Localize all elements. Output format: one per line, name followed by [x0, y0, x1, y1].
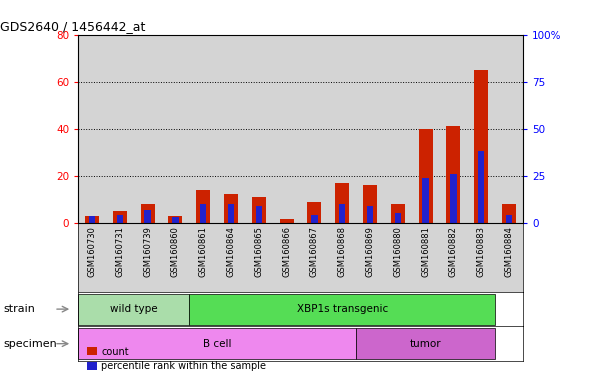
Text: GSM160865: GSM160865: [254, 226, 263, 277]
Bar: [189, 293, 495, 325]
Bar: [224, 195, 238, 223]
Bar: [255, 206, 262, 223]
Text: GSM160739: GSM160739: [143, 226, 152, 277]
Bar: [85, 216, 99, 223]
Bar: [502, 204, 516, 223]
Text: strain: strain: [3, 304, 35, 314]
Text: GDS2640 / 1456442_at: GDS2640 / 1456442_at: [0, 20, 145, 33]
Bar: [506, 215, 512, 223]
Text: GSM160864: GSM160864: [227, 226, 236, 277]
Bar: [356, 328, 495, 359]
Text: GSM160882: GSM160882: [449, 226, 458, 277]
Bar: [78, 328, 356, 359]
Bar: [367, 206, 373, 223]
Text: GSM160880: GSM160880: [393, 226, 402, 277]
Bar: [200, 204, 206, 223]
Text: wild type: wild type: [110, 304, 157, 314]
Text: GSM160730: GSM160730: [88, 226, 97, 277]
Bar: [172, 217, 178, 223]
Bar: [228, 204, 234, 223]
Bar: [168, 216, 182, 223]
Bar: [339, 204, 346, 223]
Bar: [474, 70, 488, 223]
Bar: [478, 151, 484, 223]
Text: GSM160884: GSM160884: [504, 226, 513, 277]
Text: XBP1s transgenic: XBP1s transgenic: [296, 304, 388, 314]
Text: GSM160868: GSM160868: [338, 226, 347, 277]
Legend: count, percentile rank within the sample: count, percentile rank within the sample: [83, 343, 270, 375]
Text: tumor: tumor: [410, 339, 441, 349]
Bar: [363, 185, 377, 223]
Text: GSM160860: GSM160860: [171, 226, 180, 277]
Text: GSM160866: GSM160866: [282, 226, 291, 277]
Bar: [279, 219, 293, 223]
Bar: [335, 183, 349, 223]
Bar: [197, 190, 210, 223]
Bar: [423, 177, 429, 223]
Bar: [391, 204, 404, 223]
Bar: [89, 216, 95, 223]
Bar: [117, 215, 123, 223]
Bar: [113, 211, 127, 223]
Text: GSM160883: GSM160883: [477, 226, 486, 277]
Bar: [450, 174, 457, 223]
Bar: [419, 129, 433, 223]
Text: specimen: specimen: [3, 339, 56, 349]
Bar: [144, 210, 151, 223]
Bar: [252, 197, 266, 223]
Bar: [308, 202, 322, 223]
Text: B cell: B cell: [203, 339, 231, 349]
Text: GSM160861: GSM160861: [199, 226, 208, 277]
Text: GSM160881: GSM160881: [421, 226, 430, 277]
Bar: [395, 214, 401, 223]
Text: GSM160731: GSM160731: [115, 226, 124, 277]
Text: GSM160869: GSM160869: [365, 226, 374, 277]
Bar: [447, 126, 460, 223]
Bar: [311, 215, 317, 223]
Text: GSM160867: GSM160867: [310, 226, 319, 277]
Bar: [141, 204, 154, 223]
Bar: [78, 293, 189, 325]
